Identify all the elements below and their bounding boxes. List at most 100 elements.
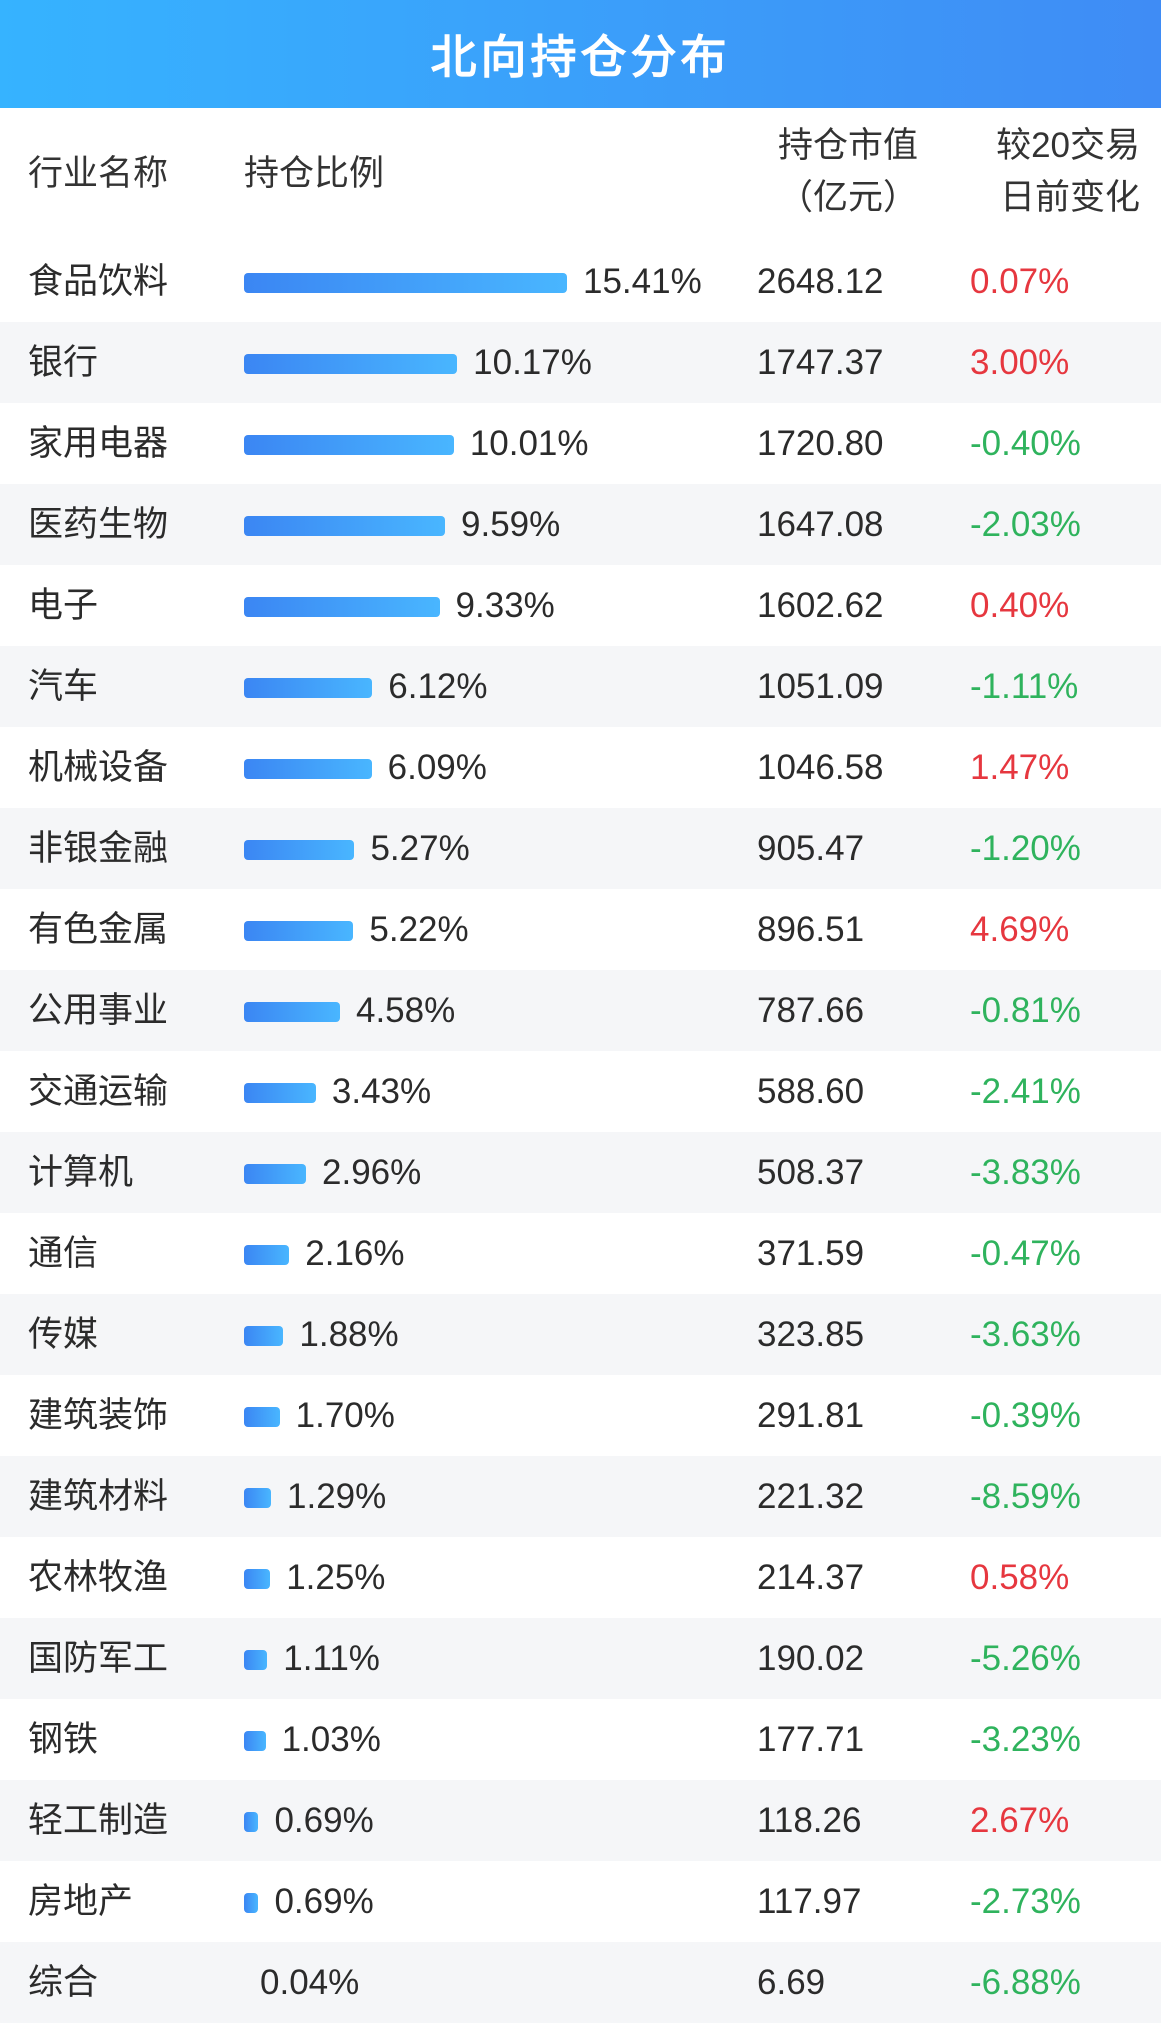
table-row: 农林牧渔 1.25% 214.37 0.58% (0, 1537, 1161, 1618)
industry-name: 综合 (28, 1963, 99, 2002)
industry-name: 电子 (28, 586, 99, 625)
change-value: -5.26% (970, 1639, 1081, 1678)
table-row: 传媒 1.88% 323.85 -3.63% (0, 1294, 1161, 1375)
change-value: -1.11% (970, 667, 1079, 706)
industry-name: 医药生物 (28, 505, 169, 544)
industry-name: 机械设备 (28, 748, 169, 787)
industry-name: 有色金属 (28, 910, 169, 949)
industry-name: 汽车 (28, 667, 99, 706)
table-row: 食品饮料 15.41% 2648.12 0.07% (0, 241, 1161, 322)
ratio-bar (244, 1407, 280, 1427)
change-value: -1.20% (970, 829, 1081, 868)
industry-name: 轻工制造 (28, 1801, 169, 1840)
change-value: 0.58% (970, 1558, 1070, 1597)
ratio-bar (244, 516, 445, 536)
ratio-label: 10.01% (469, 424, 589, 463)
change-value: -8.59% (970, 1477, 1081, 1516)
ratio-label: 1.25% (286, 1558, 386, 1597)
change-value: -2.03% (970, 505, 1081, 544)
ratio-label: 9.59% (461, 505, 561, 544)
ratio-label: 0.69% (274, 1882, 374, 1921)
market-value: 177.71 (757, 1720, 865, 1759)
ratio-bar (244, 840, 355, 860)
ratio-label: 1.70% (295, 1396, 395, 1435)
table-row: 房地产 0.69% 117.97 -2.73% (0, 1861, 1161, 1942)
ratio-label: 0.04% (260, 1963, 360, 2002)
industry-name: 银行 (28, 343, 99, 382)
title-bar: 北向持仓分布 (0, 0, 1161, 108)
industry-name: 交通运输 (28, 1072, 169, 1111)
ratio-bar (244, 1164, 307, 1184)
ratio-bar (244, 759, 372, 779)
industry-name: 钢铁 (28, 1720, 99, 1759)
change-value: -0.39% (970, 1396, 1081, 1435)
ratio-label: 1.03% (281, 1720, 381, 1759)
change-value: -2.41% (970, 1072, 1081, 1111)
table-row: 机械设备 6.09% 1046.58 1.47% (0, 727, 1161, 808)
industry-name: 家用电器 (28, 424, 169, 463)
table-row: 电子 9.33% 1602.62 0.40% (0, 565, 1161, 646)
change-value: 1.47% (970, 748, 1070, 787)
change-value: 4.69% (970, 910, 1070, 949)
table-row: 家用电器 10.01% 1720.80 -0.40% (0, 403, 1161, 484)
market-value: 371.59 (757, 1234, 865, 1273)
change-value: 0.40% (970, 586, 1070, 625)
table-row: 公用事业 4.58% 787.66 -0.81% (0, 970, 1161, 1051)
ratio-label: 2.16% (305, 1234, 405, 1273)
ratio-bar (244, 1812, 259, 1832)
change-value: -0.47% (970, 1234, 1081, 1273)
table-row: 轻工制造 0.69% 118.26 2.67% (0, 1780, 1161, 1861)
ratio-bar (244, 1569, 271, 1589)
ratio-bar (244, 1002, 340, 1022)
table-row: 国防军工 1.11% 190.02 -5.26% (0, 1618, 1161, 1699)
table-row: 银行 10.17% 1747.37 3.00% (0, 322, 1161, 403)
table-row: 汽车 6.12% 1051.09 -1.11% (0, 646, 1161, 727)
industry-name: 农林牧渔 (28, 1558, 169, 1597)
table-row: 医药生物 9.59% 1647.08 -2.03% (0, 484, 1161, 565)
industry-name: 计算机 (28, 1153, 134, 1192)
industry-name: 通信 (28, 1234, 99, 1273)
header-ratio: 持仓比例 (244, 154, 385, 193)
change-value: 2.67% (970, 1801, 1070, 1840)
table-row: 交通运输 3.43% 588.60 -2.41% (0, 1051, 1161, 1132)
ratio-bar (244, 1893, 259, 1913)
change-value: -3.63% (970, 1315, 1081, 1354)
ratio-label: 3.43% (331, 1072, 432, 1111)
ratio-bar (244, 1326, 284, 1346)
table-row: 计算机 2.96% 508.37 -3.83% (0, 1132, 1161, 1213)
table-row: 建筑装饰 1.70% 291.81 -0.39% (0, 1375, 1161, 1456)
table-row: 有色金属 5.22% 896.51 4.69% (0, 889, 1161, 970)
market-value: 787.66 (757, 991, 865, 1030)
market-value: 214.37 (757, 1558, 865, 1597)
change-value: -3.23% (970, 1720, 1081, 1759)
ratio-label: 5.27% (370, 829, 470, 868)
table-row: 通信 2.16% 371.59 -0.47% (0, 1213, 1161, 1294)
ratio-bar (244, 1245, 290, 1265)
ratio-label: 1.11% (283, 1639, 380, 1678)
change-value: -2.73% (970, 1882, 1081, 1921)
change-value: -6.88% (970, 1963, 1081, 2002)
ratio-label: 10.17% (473, 343, 592, 382)
ratio-bar (244, 1731, 266, 1751)
table-row: 钢铁 1.03% 177.71 -3.23% (0, 1699, 1161, 1780)
ratio-bar (244, 678, 373, 698)
header-change-line1: 较20交易 (996, 126, 1140, 165)
market-value: 117.97 (757, 1882, 862, 1921)
market-value: 905.47 (757, 829, 865, 868)
industry-name: 房地产 (28, 1882, 134, 1921)
change-value: -3.83% (970, 1153, 1081, 1192)
market-value: 1602.62 (757, 586, 884, 625)
market-value: 118.26 (757, 1801, 862, 1840)
ratio-label: 0.69% (274, 1801, 374, 1840)
ratio-bar (244, 354, 458, 374)
market-value: 588.60 (757, 1072, 865, 1111)
industry-name: 食品饮料 (28, 262, 169, 301)
ratio-bar (244, 597, 440, 617)
market-value: 1647.08 (757, 505, 884, 544)
table-row: 非银金融 5.27% 905.47 -1.20% (0, 808, 1161, 889)
market-value: 221.32 (757, 1477, 865, 1516)
ratio-bar (244, 435, 454, 455)
ratio-bar (244, 921, 354, 941)
market-value: 508.37 (757, 1153, 865, 1192)
ratio-label: 9.33% (455, 586, 555, 625)
